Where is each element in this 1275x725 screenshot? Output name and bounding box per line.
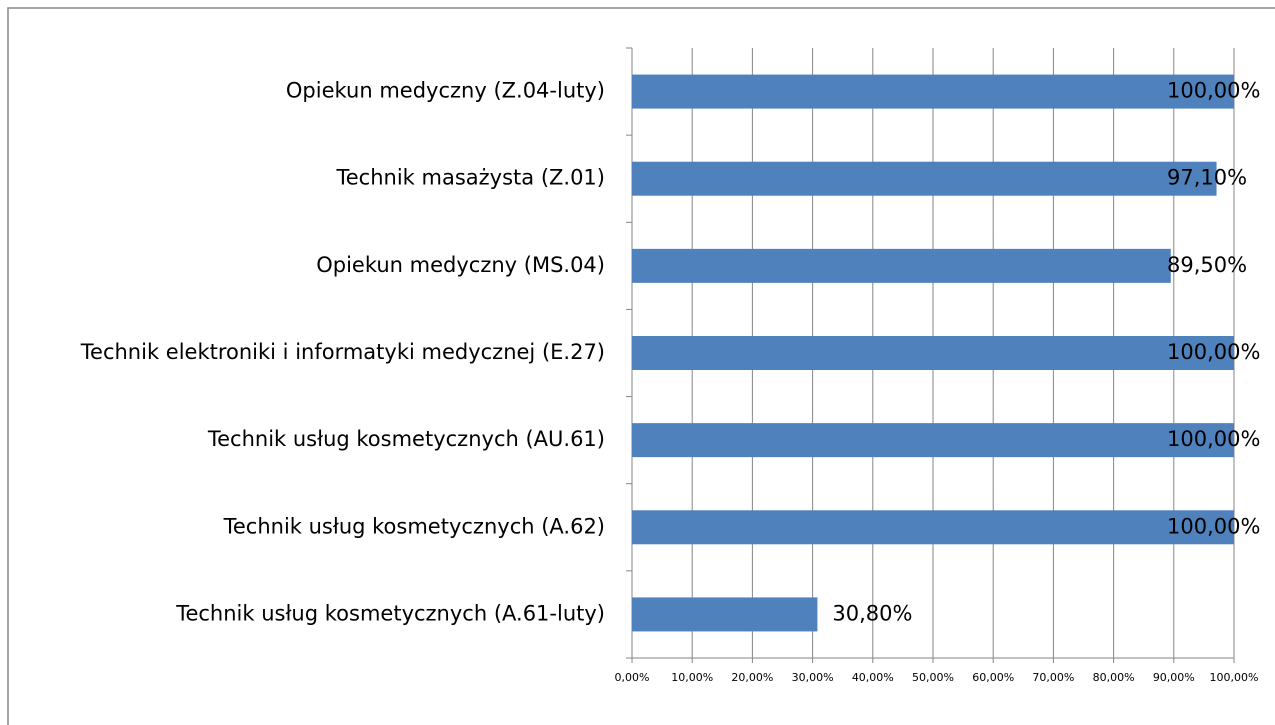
x-tick-label: 30,00% — [792, 671, 834, 684]
bar — [632, 248, 1171, 283]
value-label: 30,80% — [832, 601, 912, 625]
x-tick-label: 50,00% — [912, 671, 954, 684]
bar — [632, 510, 1234, 545]
x-tick-label: 70,00% — [1032, 671, 1074, 684]
x-tick-label: 90,00% — [1153, 671, 1195, 684]
value-label: 97,10% — [1167, 166, 1247, 190]
y-tick-label: Opiekun medyczny (Z.04-luty) — [286, 79, 605, 103]
value-label: 100,00% — [1167, 340, 1260, 364]
value-label: 100,00% — [1167, 79, 1260, 103]
y-tick-label: Technik elektroniki i informatyki medycz… — [80, 340, 605, 364]
y-tick-label: Technik usług kosmetycznych (AU.61) — [207, 427, 605, 451]
value-label: 100,00% — [1167, 514, 1260, 538]
bar — [632, 423, 1234, 458]
x-tick-label: 60,00% — [972, 671, 1014, 684]
y-tick-label: Technik usług kosmetycznych (A.61-luty) — [175, 601, 605, 625]
x-tick-label: 40,00% — [852, 671, 894, 684]
y-tick-label: Opiekun medyczny (MS.04) — [316, 253, 605, 277]
x-tick-label: 0,00% — [615, 671, 650, 684]
x-tick-label: 100,00% — [1210, 671, 1259, 684]
value-label: 100,00% — [1167, 427, 1260, 451]
x-tick-label: 80,00% — [1093, 671, 1135, 684]
bar — [632, 74, 1234, 109]
bar — [632, 597, 818, 632]
chart-frame — [7, 7, 1275, 725]
value-label: 89,50% — [1167, 253, 1247, 277]
y-tick-label: Technik masażysta (Z.01) — [336, 166, 606, 190]
y-tick-label: Technik usług kosmetycznych (A.62) — [223, 514, 605, 538]
x-tick-label: 10,00% — [671, 671, 713, 684]
bar — [632, 161, 1217, 196]
x-tick-label: 20,00% — [731, 671, 773, 684]
bar — [632, 336, 1234, 370]
